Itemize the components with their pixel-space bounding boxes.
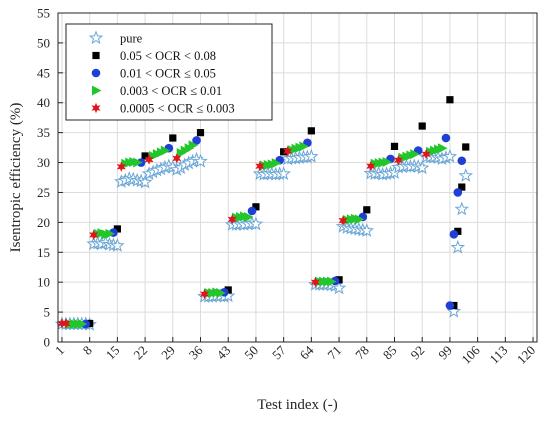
y-tick-label: 45 bbox=[37, 65, 50, 80]
y-tick-label: 25 bbox=[37, 185, 50, 200]
data-point bbox=[224, 286, 232, 294]
legend-marker bbox=[88, 30, 104, 45]
data-point bbox=[105, 228, 115, 239]
data-point bbox=[359, 223, 375, 237]
data-point bbox=[252, 203, 260, 211]
legend-entry-label: 0.0005 < OCR ≤ 0.003 bbox=[120, 102, 235, 116]
plot-area-frame bbox=[57, 12, 538, 343]
data-point bbox=[133, 157, 143, 168]
legend-entry-label: 0.05 < OCR < 0.08 bbox=[120, 49, 216, 63]
data-point bbox=[442, 148, 458, 163]
data-point bbox=[255, 160, 265, 172]
data-point bbox=[363, 206, 371, 214]
y-tick-label: 0 bbox=[44, 335, 51, 350]
data-point bbox=[116, 161, 126, 172]
data-point bbox=[390, 142, 399, 150]
y-tick-label: 10 bbox=[37, 275, 50, 290]
data-point bbox=[450, 239, 466, 254]
data-point bbox=[299, 141, 309, 152]
y-tick-label: 20 bbox=[37, 215, 50, 230]
data-point bbox=[57, 318, 67, 329]
y-tick-label: 30 bbox=[37, 155, 50, 170]
data-point bbox=[188, 140, 199, 151]
data-point bbox=[310, 276, 320, 288]
data-point bbox=[193, 153, 208, 168]
y-axis-label: Isentropic efficiency (%) bbox=[8, 103, 24, 253]
data-point bbox=[457, 156, 467, 166]
y-tick-label: 15 bbox=[37, 245, 50, 260]
data-point bbox=[454, 201, 470, 216]
data-point bbox=[304, 148, 319, 163]
data-point bbox=[247, 206, 257, 216]
data-point bbox=[462, 143, 470, 151]
data-point bbox=[137, 174, 153, 189]
data-point bbox=[61, 318, 71, 329]
data-point bbox=[280, 148, 288, 156]
data-point bbox=[382, 156, 393, 167]
data-points bbox=[54, 96, 473, 331]
data-point bbox=[414, 160, 430, 175]
data-point bbox=[248, 216, 264, 231]
data-point bbox=[283, 145, 293, 157]
legend-entry-label: 0.01 < OCR ≤ 0.05 bbox=[120, 67, 216, 81]
legend-marker bbox=[92, 51, 100, 60]
y-tick-label: 5 bbox=[44, 305, 51, 320]
data-point bbox=[418, 122, 426, 130]
legend-entry-label: pure bbox=[120, 32, 143, 46]
legend-box bbox=[65, 23, 273, 121]
legend-marker bbox=[92, 85, 102, 96]
data-point bbox=[196, 129, 205, 137]
data-point bbox=[199, 288, 209, 300]
y-tick-label: 50 bbox=[37, 35, 50, 50]
data-point bbox=[449, 230, 459, 239]
series-group bbox=[57, 145, 431, 329]
y-tick-label: 35 bbox=[37, 125, 50, 140]
data-point bbox=[338, 215, 348, 226]
data-point bbox=[458, 168, 473, 182]
data-point bbox=[437, 143, 448, 154]
legend-marker bbox=[91, 68, 101, 78]
data-point bbox=[192, 136, 201, 145]
data-point bbox=[276, 166, 291, 181]
data-point bbox=[446, 96, 454, 104]
y-axis: 0 5 10 15 20 25 30 35 40 45 50 55 bbox=[37, 6, 63, 350]
data-point bbox=[421, 148, 431, 160]
y-tick-label: 55 bbox=[37, 6, 50, 21]
data-point bbox=[307, 127, 315, 135]
data-point bbox=[458, 183, 466, 191]
data-point bbox=[271, 158, 282, 169]
data-point bbox=[453, 188, 463, 197]
data-point bbox=[216, 287, 226, 298]
data-point bbox=[77, 319, 88, 330]
data-point bbox=[244, 211, 254, 222]
data-point bbox=[354, 214, 365, 225]
data-point bbox=[393, 154, 403, 166]
data-point bbox=[445, 301, 455, 310]
legend: pure 0.05 < OCR < 0.08 0.01 < OCR ≤ 0.05 0.… bbox=[65, 23, 273, 121]
data-point bbox=[366, 160, 376, 172]
data-point bbox=[144, 154, 154, 165]
data-point bbox=[227, 214, 237, 225]
legend-entry-label: 0.003 < OCR ≤ 0.01 bbox=[120, 84, 222, 98]
data-point bbox=[327, 276, 337, 287]
data-point bbox=[454, 227, 462, 235]
data-point bbox=[110, 238, 125, 252]
legend-marker bbox=[91, 102, 101, 114]
data-point bbox=[141, 152, 149, 160]
y-tick-label: 40 bbox=[37, 95, 50, 110]
data-point bbox=[441, 133, 451, 143]
data-point bbox=[160, 145, 171, 156]
data-point bbox=[172, 153, 182, 164]
data-point bbox=[113, 225, 121, 233]
data-point bbox=[169, 134, 177, 142]
data-point bbox=[89, 229, 99, 241]
data-point bbox=[410, 149, 420, 160]
x-axis-label: Test index (-) bbox=[257, 397, 338, 413]
data-point bbox=[331, 280, 347, 295]
